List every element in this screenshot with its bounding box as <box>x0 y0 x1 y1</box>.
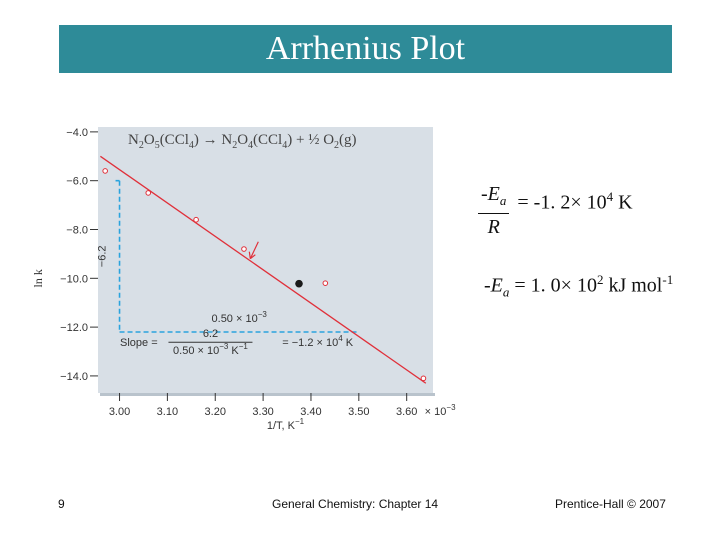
x-tick-label: 3.10 <box>157 406 178 418</box>
slope-denominator-text: 0.50 × 10−3 K−1 <box>173 342 248 357</box>
ea-symbol: E <box>487 183 500 205</box>
ea-subscript: a <box>499 193 507 208</box>
footer-copyright: Prentice-Hall © 2007 <box>555 497 666 511</box>
highlighted-point <box>295 279 303 288</box>
slope-denominator: R <box>487 216 500 238</box>
x-tick-label: 3.20 <box>205 406 226 418</box>
ea-var-sub: a <box>502 284 510 300</box>
footer-center: General Chemistry: Chapter 14 <box>272 497 439 511</box>
x-tick-label: 3.40 <box>300 406 321 418</box>
y-tick-label: −8.0 <box>66 224 88 236</box>
y-tick-label: −4.0 <box>66 127 88 139</box>
data-point <box>420 375 427 382</box>
y-tick-label: −14.0 <box>60 371 88 383</box>
x-multiplier: × 10−3 <box>425 403 456 418</box>
reaction-equation: N2O5(CCl4) → N2O4(CCl4) + ½ O2(g) <box>128 132 357 151</box>
slope-prefix: Slope = <box>120 337 158 349</box>
slide-title: Arrhenius Plot <box>265 30 466 67</box>
ea-unit-exponent: -1 <box>662 272 674 287</box>
x-tick-label: 3.60 <box>396 406 417 418</box>
slope-value: = -1. 2× 104 K <box>517 189 632 215</box>
ea-minus: - <box>484 274 491 297</box>
slope-value-exponent: 4 <box>606 189 614 205</box>
fit-line <box>100 155 427 384</box>
data-point <box>145 190 152 196</box>
delta-y-label: −6.2 <box>97 245 109 267</box>
arrhenius-chart: −4.0 −6.0 −8.0 −10.0 −12.0 −14.0 3.00 3.10 3.20 3… <box>31 127 456 432</box>
slope-numerator: -Ea <box>478 182 510 214</box>
slope-value-unit: K <box>613 191 633 214</box>
title-bar: Arrhenius Plot <box>59 25 672 73</box>
y-axis-label: ln k <box>31 269 45 287</box>
x-tick-label: 3.50 <box>348 406 369 418</box>
y-tick-label: −6.0 <box>66 176 88 188</box>
arrow-shaft <box>249 241 259 259</box>
data-point <box>322 280 329 286</box>
plot-shadow <box>100 393 435 396</box>
slope-result: = −1.2 × 104 K <box>282 334 353 349</box>
activation-energy-equation: -Ea = 1. 0× 102 kJ mol-1 <box>484 272 673 301</box>
y-tick-label: −12.0 <box>60 322 88 334</box>
ea-value-exponent: 2 <box>596 272 604 287</box>
data-point <box>193 216 199 223</box>
data-point <box>241 246 247 252</box>
x-axis-label: 1/T, K−1 <box>267 417 305 432</box>
ea-unit: kJ mol <box>603 274 663 297</box>
y-tick-label: −10.0 <box>60 273 88 285</box>
slope-value-text: = -1. 2× 10 <box>517 191 607 214</box>
minus-sign: - <box>481 183 488 205</box>
ea-var: E <box>490 274 503 297</box>
ea-value: = 1. 0× 10 <box>509 274 597 297</box>
slope-equation: -Ea R = -1. 2× 104 K <box>478 182 633 240</box>
delta-x-label: 0.50 × 10−3 <box>212 310 268 325</box>
footer-page-number: 9 <box>58 497 65 511</box>
x-tick-label: 3.30 <box>252 406 273 418</box>
data-point <box>102 168 108 174</box>
arrow-head <box>248 251 256 260</box>
slope-numerator-text: 6.2 <box>203 328 218 340</box>
x-tick-label: 3.00 <box>109 406 130 418</box>
